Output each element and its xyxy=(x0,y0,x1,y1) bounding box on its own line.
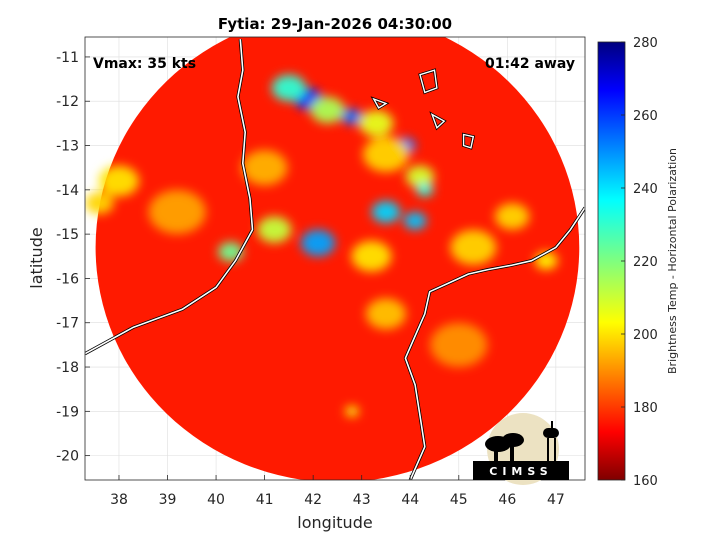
x-tick-label: 44 xyxy=(401,492,419,508)
y-tick-label: -18 xyxy=(56,360,79,376)
brightness-cell xyxy=(351,240,392,272)
brightness-cell xyxy=(359,110,394,137)
brightness-cell xyxy=(371,200,401,223)
brightness-cell xyxy=(403,212,427,230)
x-tick-label: 46 xyxy=(498,492,516,508)
island xyxy=(372,97,388,109)
y-tick-label: -11 xyxy=(56,50,79,66)
vmax-annotation: Vmax: 35 kts xyxy=(93,56,196,72)
time-away-annotation: 01:42 away xyxy=(485,56,575,72)
brightness-cell xyxy=(534,251,558,270)
brightness-cell xyxy=(271,74,307,102)
brightness-cell xyxy=(430,322,488,367)
colorbar-tick-label: 200 xyxy=(633,328,658,343)
colorbar-tick-label: 160 xyxy=(633,474,658,489)
brightness-cell xyxy=(310,96,345,124)
y-tick-label: -19 xyxy=(56,404,79,420)
brightness-cell xyxy=(416,183,434,197)
y-tick-label: -17 xyxy=(56,316,79,332)
coastline xyxy=(85,39,254,355)
colorbar-tick-label: 280 xyxy=(633,36,658,51)
cimss-logo-text: CIMSS xyxy=(489,465,552,478)
x-tick-label: 42 xyxy=(304,492,322,508)
y-tick-label: -16 xyxy=(56,271,79,287)
brightness-cell xyxy=(495,203,530,230)
brightness-cell xyxy=(85,192,114,215)
data-swath xyxy=(95,37,580,480)
chart-title: Fytia: 29-Jan-2026 04:30:00 xyxy=(218,15,452,33)
y-tick-label: -14 xyxy=(56,183,79,199)
cimss-logo: CIMSS xyxy=(473,413,569,485)
x-axis-label: longitude xyxy=(297,513,372,532)
x-tick-label: 38 xyxy=(110,492,128,508)
brightness-cell xyxy=(345,406,359,417)
colorbar-tick-label: 180 xyxy=(633,401,658,416)
brightness-cell xyxy=(257,216,292,243)
colorbar-tick-label: 240 xyxy=(633,182,658,197)
brightness-cell xyxy=(148,189,206,234)
brightness-cell xyxy=(450,229,497,266)
x-tick-label: 43 xyxy=(353,492,371,508)
colorbar-label: Brightness Temp - Horizontal Polarizatio… xyxy=(666,148,679,374)
x-ticks: 38 39 40 41 42 43 44 45 46 47 xyxy=(110,475,565,508)
island xyxy=(430,112,446,130)
x-tick-label: 47 xyxy=(547,492,565,508)
y-tick-label: -20 xyxy=(56,449,79,465)
colorbar xyxy=(597,41,626,481)
y-tick-label: -13 xyxy=(56,139,79,155)
x-tick-label: 39 xyxy=(159,492,177,508)
y-axis-label: latitude xyxy=(27,227,46,288)
y-ticks: -11 -12 -13 -14 -15 -16 -17 -18 -19 -20 xyxy=(56,50,90,465)
image-layer xyxy=(85,37,585,480)
brightness-cell xyxy=(405,165,435,188)
coastline xyxy=(404,207,585,480)
colorbar-tick-label: 220 xyxy=(633,255,658,270)
brightness-cell xyxy=(98,165,140,197)
brightness-cell xyxy=(363,136,409,172)
y-tick-label: -15 xyxy=(56,227,79,243)
brightness-cell xyxy=(365,298,406,330)
brightness-cell xyxy=(300,229,336,257)
brightness-cell xyxy=(341,108,363,125)
y-tick-label: -12 xyxy=(56,94,79,110)
colorbar-ticks: 280 260 240 220 200 180 160 xyxy=(621,36,658,489)
island xyxy=(419,69,438,94)
brightness-cell xyxy=(241,150,288,186)
axes-frame xyxy=(84,36,586,481)
x-tick-label: 41 xyxy=(256,492,274,508)
colorbar-tick-label: 260 xyxy=(633,109,658,124)
island xyxy=(462,133,475,149)
x-tick-label: 45 xyxy=(450,492,468,508)
x-tick-label: 40 xyxy=(207,492,225,508)
